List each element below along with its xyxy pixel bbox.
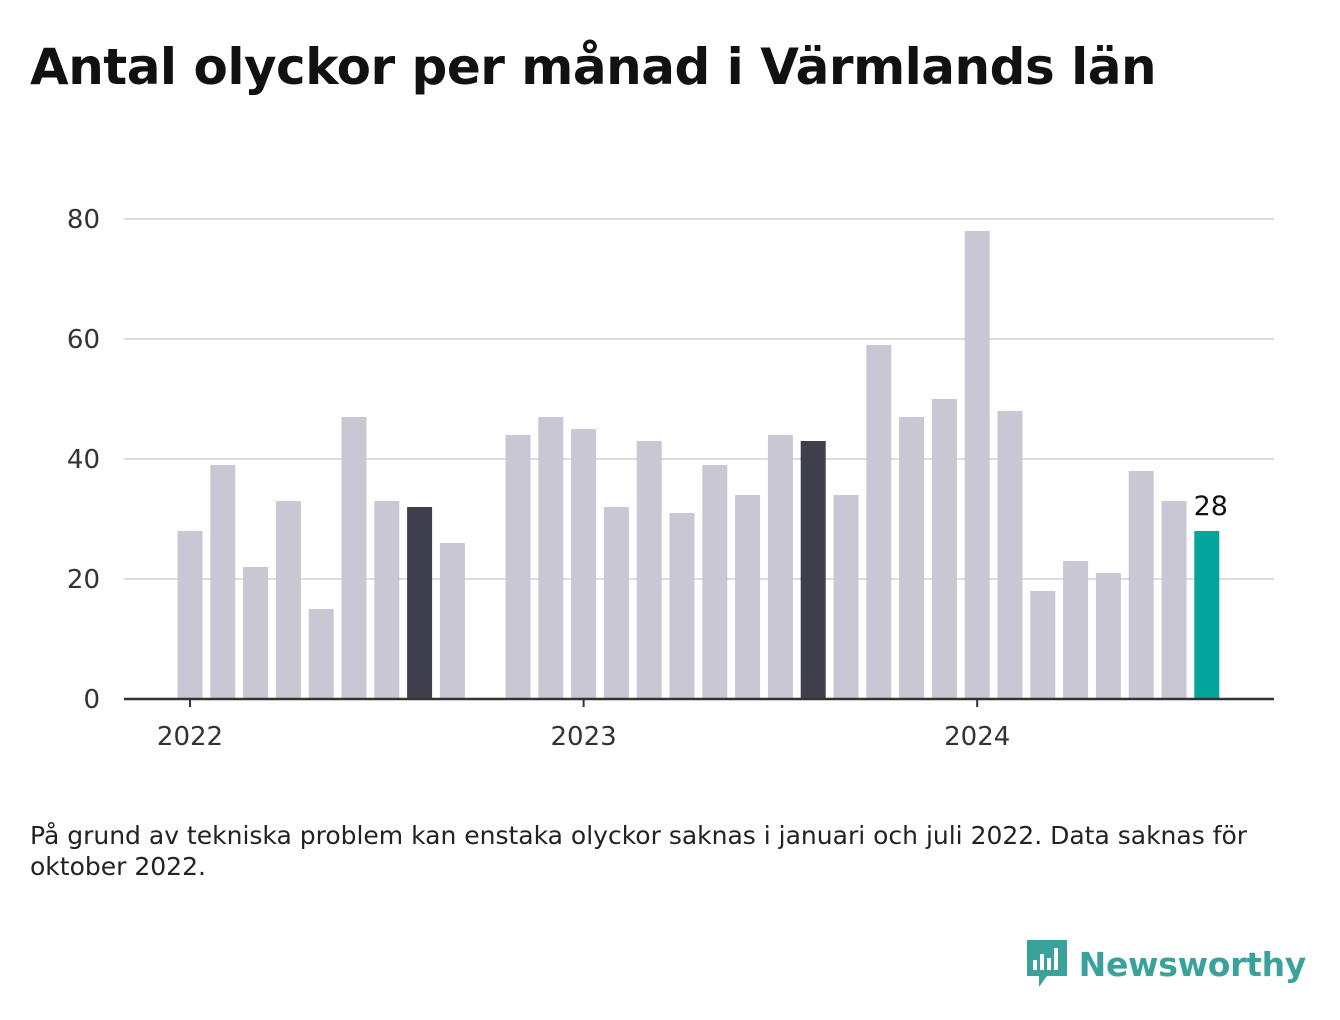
bar — [964, 231, 990, 699]
bar — [374, 501, 400, 699]
bar — [833, 495, 859, 699]
y-tick-label: 60 — [67, 325, 100, 355]
bar — [210, 465, 236, 699]
newsworthy-chart-icon — [1026, 940, 1067, 987]
bar — [1063, 561, 1089, 699]
bar — [571, 429, 597, 699]
bar — [603, 507, 629, 699]
chart-title: Antal olyckor per månad i Värmlands län — [30, 38, 1157, 96]
bar — [177, 531, 203, 699]
bar — [735, 495, 761, 699]
bar — [1095, 573, 1121, 699]
bar — [1128, 471, 1154, 699]
bar — [1161, 501, 1187, 699]
x-tick-label: 2023 — [551, 722, 617, 752]
bar — [931, 399, 957, 699]
bar — [407, 507, 433, 699]
bar — [997, 411, 1023, 699]
bar — [439, 543, 465, 699]
y-tick-label: 0 — [83, 685, 100, 715]
bar — [505, 435, 531, 699]
x-tick-label: 2022 — [157, 722, 223, 752]
bar — [243, 567, 269, 699]
bar-chart: 0 20 40 60 80 2022 2023 2024 28 — [67, 205, 1274, 752]
brand-name: Newsworthy — [1078, 944, 1307, 984]
bar — [899, 417, 925, 699]
bar — [308, 609, 334, 699]
chart-footnote: På grund av tekniska problem kan enstaka… — [30, 821, 1248, 881]
bar — [800, 441, 826, 699]
y-tick-label: 40 — [67, 445, 100, 475]
bar — [702, 465, 728, 699]
y-tick-label: 80 — [67, 205, 100, 235]
bar — [1030, 591, 1056, 699]
data-label: 28 — [1194, 491, 1228, 522]
bar — [341, 417, 367, 699]
bar — [1194, 531, 1220, 699]
bar — [866, 345, 892, 699]
bar — [275, 501, 301, 699]
y-tick-label: 20 — [67, 565, 100, 595]
bar — [636, 441, 662, 699]
bar — [669, 513, 695, 699]
bar — [538, 417, 564, 699]
brand-logo[interactable]: Newsworthy — [1026, 940, 1307, 988]
x-tick-label: 2024 — [944, 722, 1010, 752]
bar — [767, 435, 793, 699]
